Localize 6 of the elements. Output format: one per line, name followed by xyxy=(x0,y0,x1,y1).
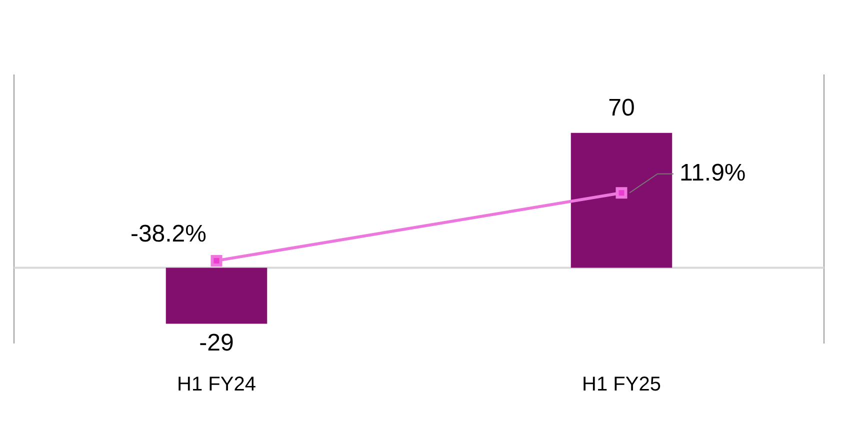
data-label: -38.2% xyxy=(130,220,206,248)
x-tick-label: H1 FY24 xyxy=(177,374,256,396)
data-label: -29 xyxy=(199,329,234,356)
x-tick-label: H1 FY25 xyxy=(582,374,661,396)
data-label: 70 xyxy=(608,94,635,122)
data-label: 11.9% xyxy=(680,160,746,187)
